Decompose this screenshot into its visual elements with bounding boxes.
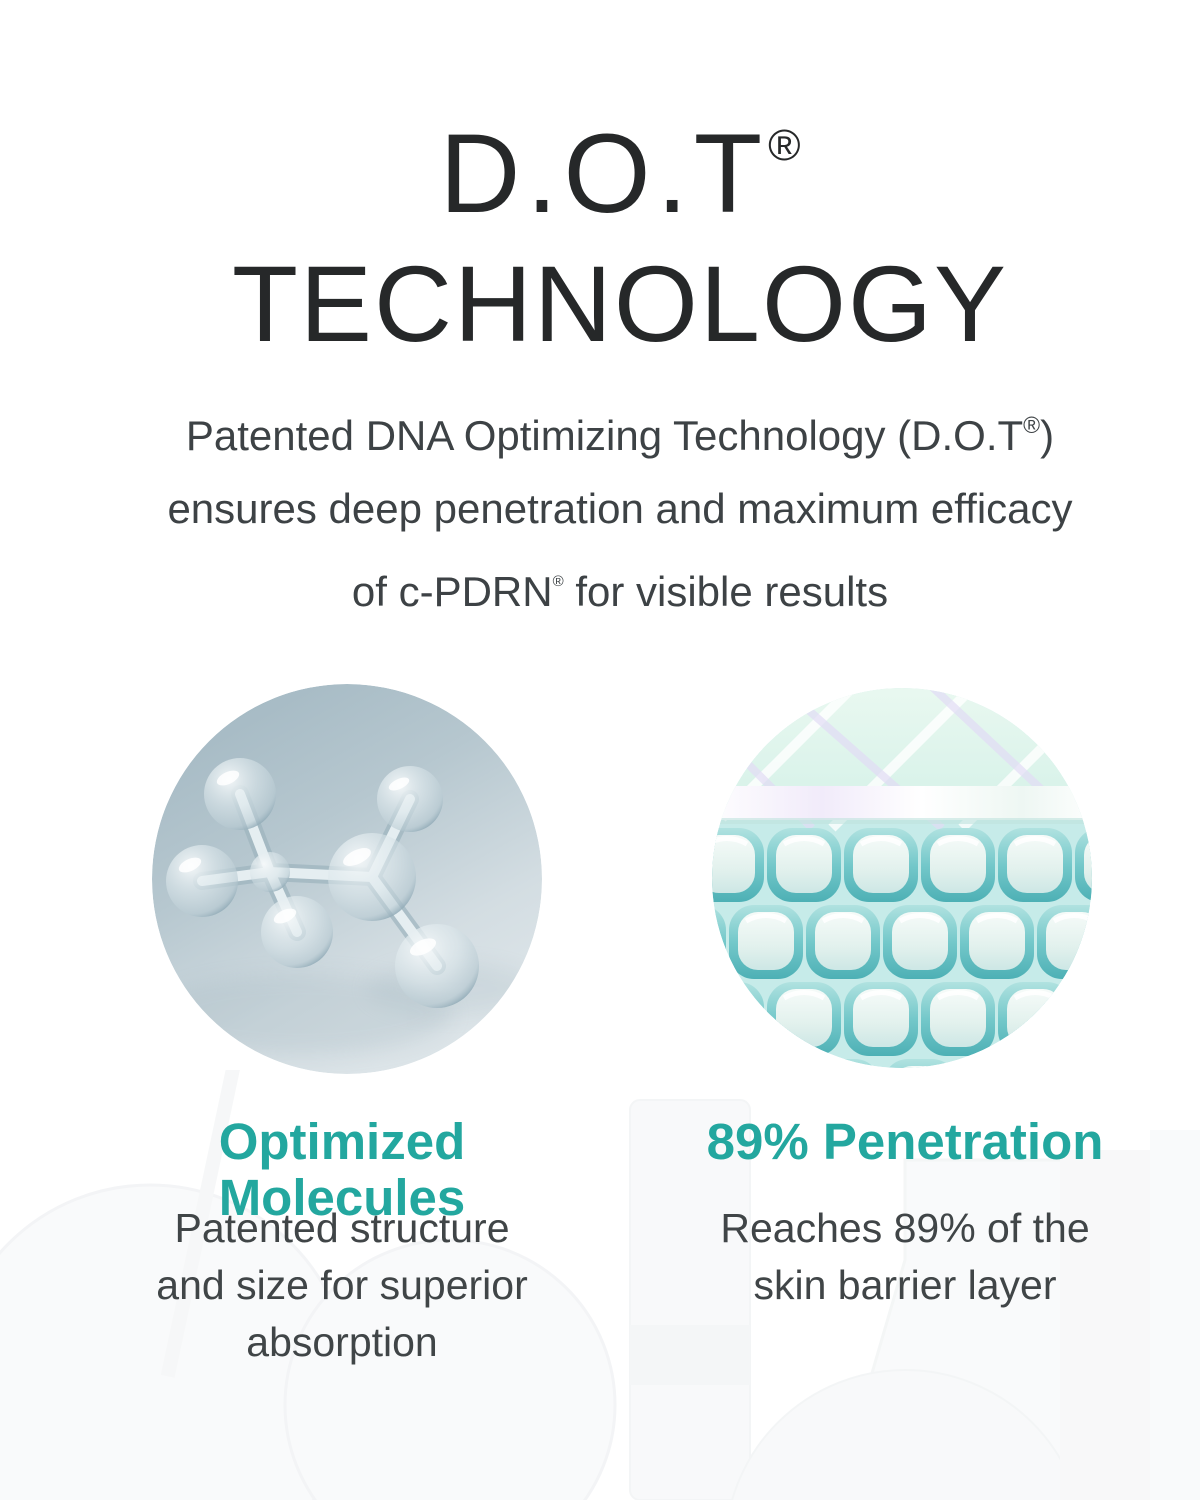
molecule-3d-render bbox=[152, 684, 542, 1074]
body-line: Patented structure bbox=[174, 1205, 510, 1251]
intro-line-2: ensures deep penetration and maximum eff… bbox=[167, 485, 1073, 532]
registered-trademark-icon: ® bbox=[1023, 412, 1041, 438]
registered-trademark-icon: ® bbox=[552, 573, 564, 590]
optimized-molecules-image bbox=[152, 684, 542, 1074]
lab-glassware-background bbox=[0, 1070, 1200, 1500]
page-title: D.O.T® TECHNOLOGY bbox=[20, 81, 1200, 369]
body-line: and size for superior bbox=[156, 1262, 528, 1308]
feature-heading-penetration: 89% Penetration bbox=[706, 1113, 1104, 1170]
cell-lattice-render bbox=[712, 688, 1092, 1068]
intro-paragraph: Patented DNA Optimizing Technology (D.O.… bbox=[20, 389, 1200, 628]
intro-line-1: Patented DNA Optimizing Technology (D.O.… bbox=[185, 412, 1055, 459]
body-line: skin barrier layer bbox=[753, 1262, 1057, 1308]
intro-line-3: of c-PDRN® for visible results bbox=[351, 568, 889, 615]
penetration-layers-image bbox=[712, 688, 1092, 1068]
body-line: absorption bbox=[246, 1319, 438, 1365]
body-line: Reaches 89% of the bbox=[720, 1205, 1090, 1251]
feature-body-optimized-molecules: Patented structure and size for superior… bbox=[92, 1200, 592, 1371]
title-line-dot: D.O.T® bbox=[439, 111, 801, 236]
registered-trademark-icon: ® bbox=[768, 121, 801, 170]
feature-heading-optimized-molecules: Optimized Molecules bbox=[218, 1113, 466, 1226]
title-line-technology: TECHNOLOGY bbox=[231, 243, 1009, 364]
feature-body-penetration: Reaches 89% of the skin barrier layer bbox=[655, 1200, 1155, 1314]
